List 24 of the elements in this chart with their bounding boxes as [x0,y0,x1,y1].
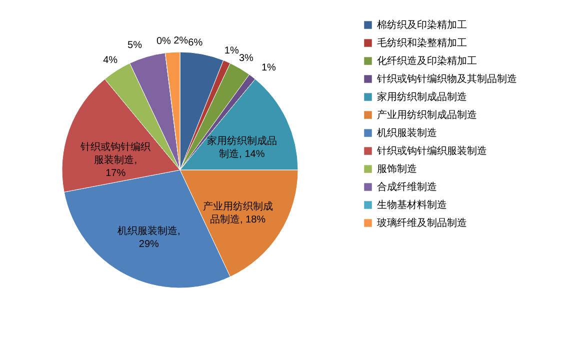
legend-label: 针织或钩针编织服装制造 [376,145,487,157]
data-label: 机织服装制造, 29% [118,224,180,250]
legend-label: 玻璃纤维及制品制造 [377,217,467,229]
legend-label: 机织服装制造 [377,127,437,139]
data-label: 5% [128,40,142,52]
data-label: 3% [238,53,254,64]
legend-label: 针织或钩针编织物及其制品制造 [376,73,517,85]
data-label: 2% [174,35,188,46]
data-label: 6% [188,37,203,48]
legend-label: 化纤织造及印染精加工 [377,55,477,67]
data-label: 产业用纺织制成品制造, 18% [202,200,273,226]
legend-label: 生物基材料制造 [377,199,447,211]
data-label: 针织或钩针编织服装制造, 17% [80,140,151,179]
data-label: 家用纺织制成品制造, 14% [206,134,277,160]
legend-label: 棉纺织及印染精加工 [377,19,467,31]
data-label: 1% [261,62,276,74]
legend-label: 家用纺织制成品制造 [377,91,467,103]
data-label: 1% [224,46,239,57]
legend-label: 服饰制造 [377,163,417,175]
legend-label: 毛纺织和染整精加工 [377,37,467,49]
legend-label: 合成纤维制造 [377,181,437,193]
text: 0% [156,36,171,48]
data-label: 4% [103,55,118,66]
legend-label: 产业用纺织制成品制造 [377,109,477,121]
